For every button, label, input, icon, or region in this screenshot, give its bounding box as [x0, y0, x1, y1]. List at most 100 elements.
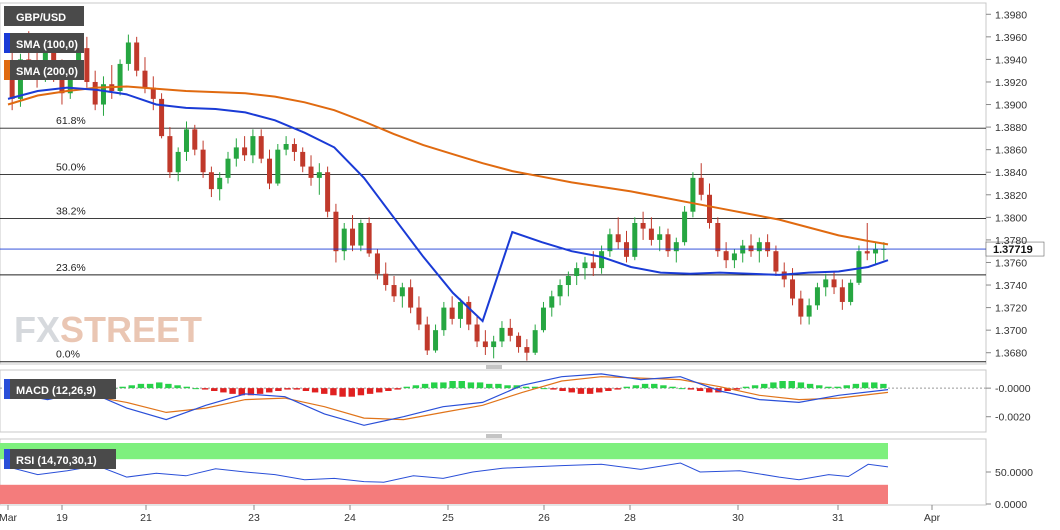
price-tick-label: 1.3900	[995, 100, 1027, 112]
macd-hist-bar	[458, 381, 465, 389]
candle-body	[623, 242, 629, 257]
candle-body	[175, 151, 181, 173]
macd-hist-bar	[660, 385, 667, 389]
time-tick-label: Apr	[924, 512, 941, 524]
candle-body	[856, 251, 862, 283]
macd-hist-bar	[266, 388, 273, 393]
candle-body	[814, 287, 820, 306]
candle-body	[267, 158, 273, 184]
candle-body	[242, 147, 248, 156]
time-axis: Mar 19 21 23 24 25 26 28 30 31 Apr	[0, 505, 941, 524]
candle-body	[491, 341, 497, 348]
macd-hist-bar	[302, 388, 310, 391]
macd-hist-bar	[357, 388, 365, 396]
macd-label-bg	[4, 379, 116, 399]
macd-hist-bar	[751, 385, 759, 389]
macd-hist-bar	[348, 388, 355, 397]
macd-hist-bar	[871, 382, 878, 389]
candle-body	[599, 251, 605, 269]
macd-hist-bar	[174, 385, 181, 389]
candle-body	[499, 327, 505, 342]
candle-body	[540, 307, 546, 331]
time-tick-label: 26	[538, 512, 550, 524]
macd-hist-bar	[376, 388, 383, 393]
moving-averages	[7, 85, 889, 323]
watermark-logo: FXSTREET	[14, 309, 202, 350]
candle-body	[790, 279, 796, 299]
candle-body	[590, 262, 596, 269]
price-tick-label: 1.3740	[995, 280, 1027, 292]
sma100-line	[7, 86, 889, 323]
rsi-swatch	[4, 449, 10, 469]
candle-body	[773, 251, 779, 272]
macd-hist-bar	[385, 388, 392, 391]
candle-body	[150, 87, 156, 99]
macd-hist-bar	[678, 388, 685, 390]
pane-resize-handle-2[interactable]	[486, 434, 502, 438]
candle-body	[399, 287, 405, 297]
candle-body	[416, 307, 422, 325]
macd-hist-bar	[247, 388, 255, 396]
candle-body	[640, 222, 646, 229]
macd-hist-bar	[449, 381, 456, 389]
candle-body	[698, 177, 704, 195]
macd-hist-bar	[504, 385, 511, 389]
rsi-oversold-zone	[0, 484, 888, 504]
sma200-label-bg	[4, 60, 84, 80]
macd-hist-bar	[394, 388, 401, 390]
candle-body	[806, 305, 812, 317]
candle-body	[383, 273, 389, 286]
candle-body	[192, 129, 198, 150]
price-tick-label: 1.3940	[995, 54, 1027, 66]
candle-body	[873, 248, 879, 254]
candle-body	[466, 301, 472, 325]
candle-body	[607, 234, 613, 252]
macd-hist-bar	[293, 388, 300, 390]
main-panel-frame	[0, 2, 987, 365]
macd-hist-bar	[568, 388, 575, 393]
time-tick-label: Mar	[0, 512, 18, 524]
macd-hist-bar	[146, 383, 154, 389]
price-tag: 1.37719	[985, 241, 1045, 257]
macd-hist-bar	[733, 388, 740, 390]
candle-body	[756, 242, 762, 252]
price-tag-text: 1.37719	[993, 244, 1033, 256]
candle-body	[715, 222, 721, 252]
candle-body	[848, 282, 854, 302]
candle-body	[690, 177, 696, 212]
fib-label: 38.2%	[56, 205, 86, 217]
fibonacci-levels: 61.8% 50.0% 38.2% 23.6% 0.0%	[0, 115, 986, 363]
time-tick-label: 31	[832, 512, 844, 524]
macd-hist-bar	[852, 383, 860, 389]
candle-body	[433, 330, 439, 351]
candle-body	[325, 172, 331, 212]
fib-label: 61.8%	[56, 115, 86, 127]
candle-body	[341, 228, 347, 252]
macd-hist-bar	[128, 385, 135, 389]
rsi-tick-label: 0.0000	[995, 499, 1027, 511]
macd-hist-bar	[806, 383, 814, 389]
rsi-label: RSI (14,70,30,1)	[16, 455, 97, 467]
macd-hist-bar	[843, 385, 850, 389]
macd-hist-bar	[275, 388, 282, 391]
macd-hist-bar	[605, 388, 612, 391]
candle-body	[549, 296, 555, 308]
macd-swatch	[4, 379, 10, 399]
macd-hist-bar	[742, 386, 750, 389]
candle-body	[300, 151, 306, 167]
rsi-line	[7, 462, 889, 483]
price-tick-label: 1.3680	[995, 348, 1027, 360]
macd-hist-bar	[339, 388, 346, 397]
macd-hist-bar	[651, 383, 658, 389]
pane-resize-handle-1[interactable]	[486, 365, 502, 369]
candle-body	[557, 285, 563, 297]
macd-hist-bar	[403, 386, 410, 389]
candle-body	[350, 228, 356, 246]
fib-label: 23.6%	[56, 262, 86, 274]
macd-hist-bar	[137, 383, 145, 389]
macd-hist-bar	[696, 388, 704, 391]
candle-body	[582, 262, 588, 269]
candle-body	[565, 276, 571, 286]
candle-body	[391, 285, 397, 297]
macd-hist-bar	[119, 386, 126, 389]
